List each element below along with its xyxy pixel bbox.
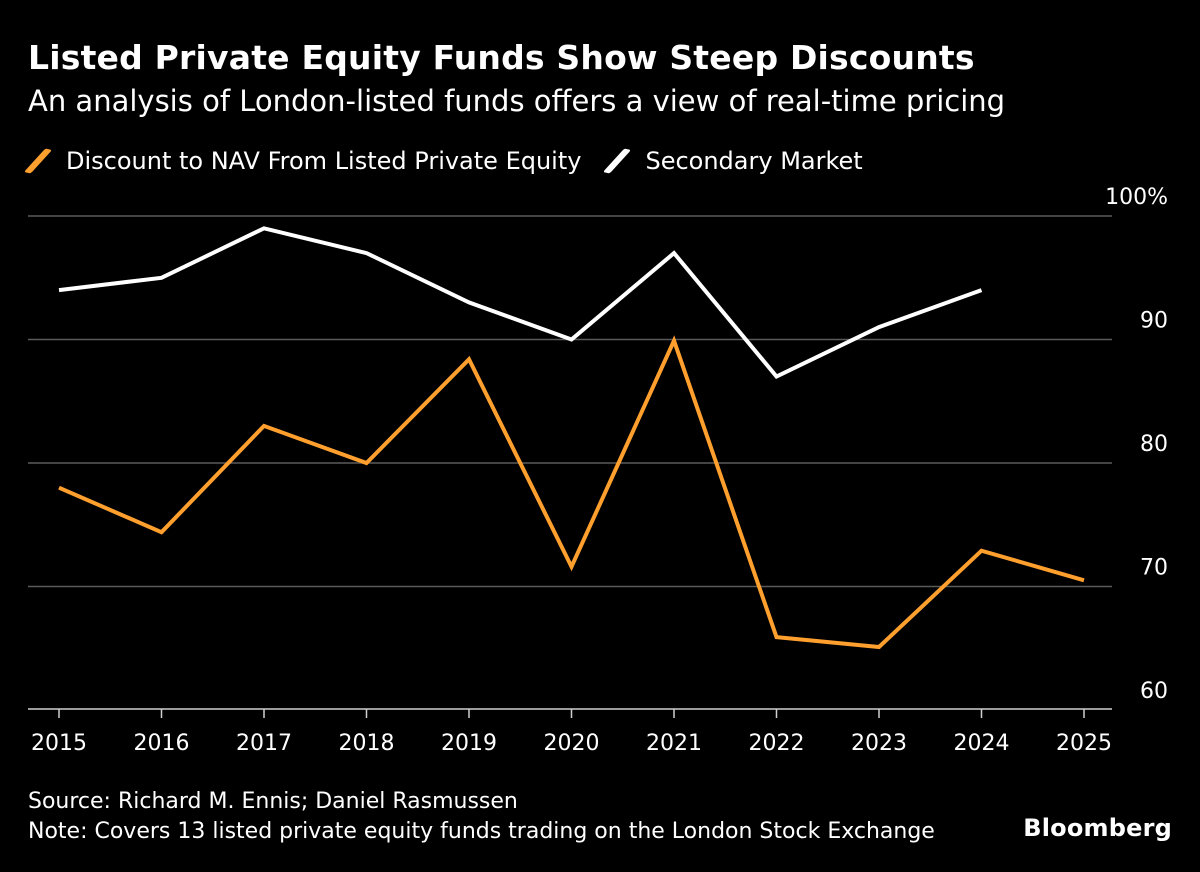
data-point-discount-2016 (160, 530, 164, 534)
series-line-discount-to-nav (58, 335, 1085, 650)
data-point-secondary-2017 (262, 226, 266, 230)
data-point-discount-2015 (57, 486, 61, 490)
data-point-secondary-2020 (570, 338, 574, 342)
data-point-discount-2024 (980, 549, 984, 553)
y-tick-label-90: 90 (1140, 309, 1168, 334)
data-point-secondary-2024 (980, 288, 984, 292)
data-point-secondary-2016 (160, 276, 164, 280)
legend-label-discount: Discount to NAV From Listed Private Equi… (66, 147, 582, 175)
x-tick-label-2019: 2019 (441, 731, 497, 756)
y-tick-label-60: 60 (1140, 679, 1168, 704)
footnote: Note: Covers 13 listed private equity fu… (28, 819, 935, 844)
data-point-discount-2020 (570, 565, 574, 569)
data-point-secondary-2018 (365, 251, 369, 255)
data-point-discount-2019 (467, 357, 471, 361)
x-tick-label-2025: 2025 (1056, 731, 1112, 756)
chart-title: Listed Private Equity Funds Show Steep D… (28, 38, 975, 77)
y-tick-label-70: 70 (1140, 556, 1168, 581)
data-point-secondary-2021 (672, 251, 676, 255)
y-tick-label-100: 100% (1105, 185, 1168, 210)
chart-subtitle: An analysis of London-listed funds offer… (28, 84, 1006, 118)
x-tick-label-2023: 2023 (851, 731, 907, 756)
data-point-secondary-2015 (57, 288, 61, 292)
series-line-secondary-market (58, 226, 983, 379)
data-point-secondary-2022 (775, 375, 779, 379)
data-point-discount-2021 (672, 339, 676, 343)
x-tick-label-2024: 2024 (954, 731, 1010, 756)
legend-label-secondary: Secondary Market (645, 147, 863, 175)
x-tick-label-2022: 2022 (749, 731, 805, 756)
data-point-secondary-2019 (467, 300, 471, 304)
x-tick-label-2017: 2017 (236, 731, 292, 756)
data-point-secondary-2023 (877, 325, 881, 329)
x-tick-label-2015: 2015 (31, 731, 87, 756)
bloomberg-logo: Bloomberg (1023, 814, 1172, 842)
x-tick-label-2021: 2021 (646, 731, 702, 756)
data-point-discount-2025 (1082, 578, 1086, 582)
y-tick-label-80: 80 (1140, 432, 1168, 457)
x-tick-label-2020: 2020 (544, 731, 600, 756)
x-tick-label-2018: 2018 (339, 731, 395, 756)
legend-item-secondary: Secondary Market (603, 147, 863, 175)
source-note: Source: Richard M. Ennis; Daniel Rasmuss… (28, 789, 518, 814)
data-point-discount-2023 (877, 645, 881, 649)
data-point-discount-2018 (365, 461, 369, 465)
legend: Discount to NAV From Listed Private Equi… (23, 143, 889, 179)
data-point-discount-2017 (262, 424, 266, 428)
x-tick-label-2016: 2016 (134, 731, 190, 756)
data-point-discount-2022 (775, 635, 779, 639)
legend-item-discount: Discount to NAV From Listed Private Equi… (23, 147, 582, 175)
